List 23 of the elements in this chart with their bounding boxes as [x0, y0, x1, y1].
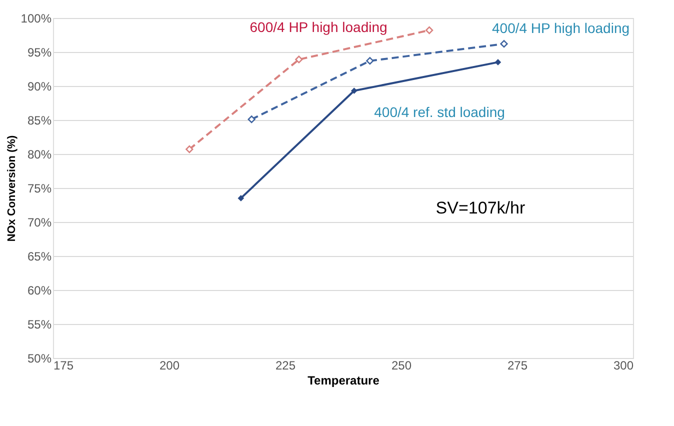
x-tick-label: 225: [275, 358, 296, 372]
y-tick-label: 70%: [27, 216, 52, 230]
y-tick-label: 65%: [27, 250, 52, 264]
y-tick-label: 50%: [27, 352, 52, 366]
y-tick-label: 80%: [27, 148, 52, 162]
y-tick-label: 55%: [27, 318, 52, 332]
x-tick-label: 300: [613, 358, 634, 372]
y-tick-label: 85%: [27, 114, 52, 128]
x-tick-label: 275: [507, 358, 528, 372]
x-tick-label: 175: [54, 358, 74, 372]
y-tick-label: 95%: [27, 46, 52, 60]
series-label: 600/4 HP high loading: [250, 19, 388, 36]
series-label: 400/4 ref. std loading: [374, 104, 505, 120]
y-tick-label: 75%: [27, 182, 52, 196]
annotation: SV=107k/hr: [436, 198, 526, 218]
y-tick-label: 100%: [20, 12, 52, 26]
x-tick-label: 200: [159, 358, 180, 372]
series-label: 400/4 HP high loading: [492, 20, 630, 36]
y-tick-label: 90%: [27, 80, 52, 94]
x-tick-label: 250: [391, 358, 412, 372]
x-axis-title: Temperature: [308, 374, 380, 388]
y-axis-title: NOx Conversion (%): [6, 134, 18, 242]
y-tick-label: 60%: [27, 284, 52, 298]
